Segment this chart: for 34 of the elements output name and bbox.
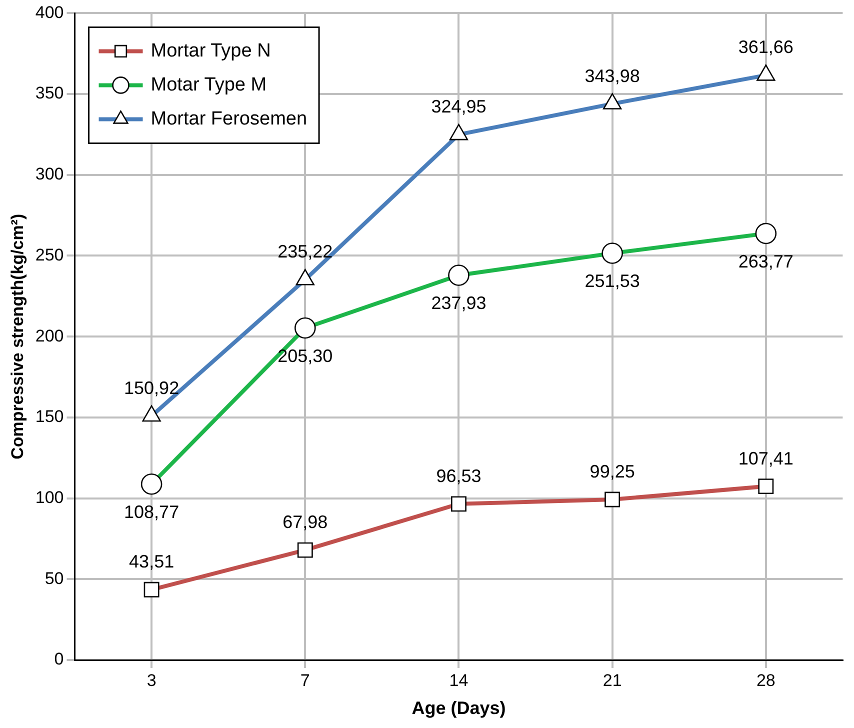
y-tick-label: 400 xyxy=(35,2,64,22)
y-tick-label: 350 xyxy=(35,84,64,103)
y-tick-label: 250 xyxy=(35,245,64,264)
data-label: 96,53 xyxy=(436,466,482,486)
x-tick-label: 28 xyxy=(756,670,776,690)
y-tick-label: 200 xyxy=(35,326,64,346)
data-label: 107,41 xyxy=(738,448,794,468)
data-label: 205,30 xyxy=(278,346,333,366)
data-label: 43,51 xyxy=(129,552,174,572)
data-label: 263,77 xyxy=(738,251,794,272)
data-label: 237,93 xyxy=(431,293,486,314)
x-tick-label: 14 xyxy=(449,670,468,690)
data-label: 235,22 xyxy=(278,242,333,262)
data-label: 324,95 xyxy=(431,96,486,117)
y-tick-label: 0 xyxy=(54,650,64,669)
legend-label: Mortar Type N xyxy=(150,40,271,62)
x-axis-title: Age (Days) xyxy=(412,698,506,718)
y-tick-label: 100 xyxy=(35,488,64,507)
data-label: 99,25 xyxy=(590,461,635,482)
y-tick-label: 150 xyxy=(35,407,64,426)
x-tick-label: 3 xyxy=(146,670,156,690)
y-tick-label: 300 xyxy=(35,164,64,184)
data-label: 150,92 xyxy=(124,378,180,398)
data-label: 251,53 xyxy=(584,271,640,292)
data-label: 343,98 xyxy=(584,66,640,86)
legend-label: Mortar Ferosemen xyxy=(150,108,308,130)
data-label: 67,98 xyxy=(282,512,328,532)
y-axis-title: Compressive strength(kg/cm²) xyxy=(8,214,27,460)
data-label: 108,77 xyxy=(124,502,180,522)
x-tick-label: 7 xyxy=(300,670,310,690)
y-tick-label: 50 xyxy=(44,568,64,588)
legend-label: Motar Type M xyxy=(150,74,267,96)
data-label: 361,66 xyxy=(738,37,794,58)
x-tick-label: 21 xyxy=(602,670,622,690)
